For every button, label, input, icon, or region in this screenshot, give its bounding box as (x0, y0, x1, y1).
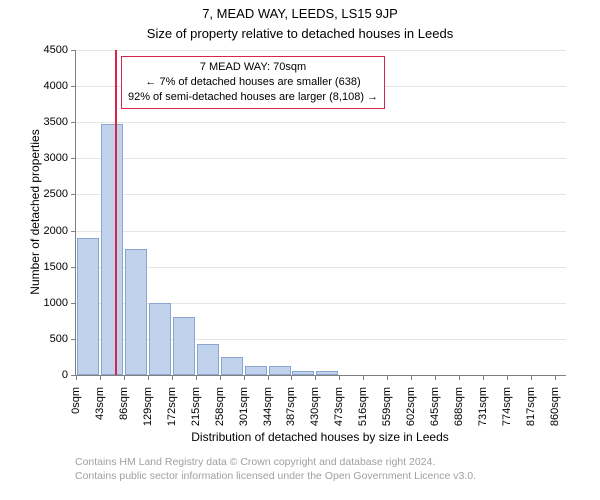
xtick (555, 375, 556, 380)
xtick (268, 375, 269, 380)
grid-line (76, 231, 566, 232)
xtick-label: 215sqm (190, 381, 202, 426)
footer-attribution: Contains HM Land Registry data © Crown c… (75, 455, 476, 483)
ytick-label: 1500 (44, 261, 76, 273)
xtick-label: 129sqm (142, 381, 154, 426)
annotation-line3: 92% of semi-detached houses are larger (… (128, 90, 378, 105)
ytick-label: 4000 (44, 80, 76, 92)
xtick (244, 375, 245, 380)
xtick-label: 344sqm (262, 381, 274, 426)
xtick-label: 172sqm (166, 381, 178, 426)
xtick (148, 375, 149, 380)
histogram-bar (125, 249, 147, 375)
xtick (483, 375, 484, 380)
histogram-bar (77, 238, 99, 375)
xtick-label: 645sqm (429, 381, 441, 426)
grid-line (76, 267, 566, 268)
highlight-line (115, 50, 117, 375)
histogram-bar (245, 366, 267, 375)
ytick-label: 3000 (44, 152, 76, 164)
xtick (100, 375, 101, 380)
xtick (291, 375, 292, 380)
xtick-label: 559sqm (381, 381, 393, 426)
title-main: 7, MEAD WAY, LEEDS, LS15 9JP (0, 6, 600, 21)
annotation-line2: ← 7% of detached houses are smaller (638… (128, 75, 378, 90)
title-sub: Size of property relative to detached ho… (0, 26, 600, 41)
y-axis-label: Number of detached properties (28, 112, 42, 312)
chart-container: 7, MEAD WAY, LEEDS, LS15 9JP Size of pro… (0, 0, 600, 500)
ytick-label: 1000 (44, 297, 76, 309)
xtick-label: 688sqm (453, 381, 465, 426)
ytick-label: 3500 (44, 116, 76, 128)
xtick-label: 301sqm (238, 381, 250, 426)
xtick (363, 375, 364, 380)
xtick (507, 375, 508, 380)
footer-line1: Contains HM Land Registry data © Crown c… (75, 455, 476, 469)
ytick-label: 2500 (44, 188, 76, 200)
grid-line (76, 158, 566, 159)
xtick (172, 375, 173, 380)
xtick-label: 817sqm (525, 381, 537, 426)
xtick (315, 375, 316, 380)
xtick-label: 86sqm (118, 381, 130, 420)
xtick-label: 0sqm (70, 381, 82, 414)
histogram-bar (101, 124, 123, 375)
ytick-label: 4500 (44, 44, 76, 56)
footer-line2: Contains public sector information licen… (75, 469, 476, 483)
grid-line (76, 194, 566, 195)
histogram-bar (269, 366, 291, 375)
ytick-label: 0 (62, 369, 76, 381)
xtick-label: 731sqm (477, 381, 489, 426)
xtick (411, 375, 412, 380)
xtick-label: 860sqm (549, 381, 561, 426)
histogram-bar (221, 357, 243, 375)
xtick-label: 774sqm (501, 381, 513, 426)
xtick-label: 258sqm (214, 381, 226, 426)
xtick-label: 516sqm (357, 381, 369, 426)
xtick-label: 387sqm (285, 381, 297, 426)
xtick (531, 375, 532, 380)
xtick (124, 375, 125, 380)
xtick (76, 375, 77, 380)
xtick (196, 375, 197, 380)
xtick (435, 375, 436, 380)
plot-area: 0500100015002000250030003500400045000sqm… (75, 50, 566, 376)
xtick (220, 375, 221, 380)
histogram-bar (173, 317, 195, 376)
histogram-bar (316, 371, 338, 375)
xtick-label: 473sqm (333, 381, 345, 426)
xtick-label: 602sqm (405, 381, 417, 426)
xtick (339, 375, 340, 380)
xtick-label: 43sqm (94, 381, 106, 420)
xtick (387, 375, 388, 380)
annotation-line1: 7 MEAD WAY: 70sqm (128, 60, 378, 75)
xtick (459, 375, 460, 380)
grid-line (76, 50, 566, 51)
annotation-box: 7 MEAD WAY: 70sqm← 7% of detached houses… (121, 56, 385, 109)
x-axis-label: Distribution of detached houses by size … (75, 430, 565, 444)
grid-line (76, 122, 566, 123)
histogram-bar (197, 344, 219, 375)
histogram-bar (149, 303, 171, 375)
histogram-bar (292, 371, 314, 375)
ytick-label: 500 (50, 333, 76, 345)
ytick-label: 2000 (44, 225, 76, 237)
xtick-label: 430sqm (309, 381, 321, 426)
